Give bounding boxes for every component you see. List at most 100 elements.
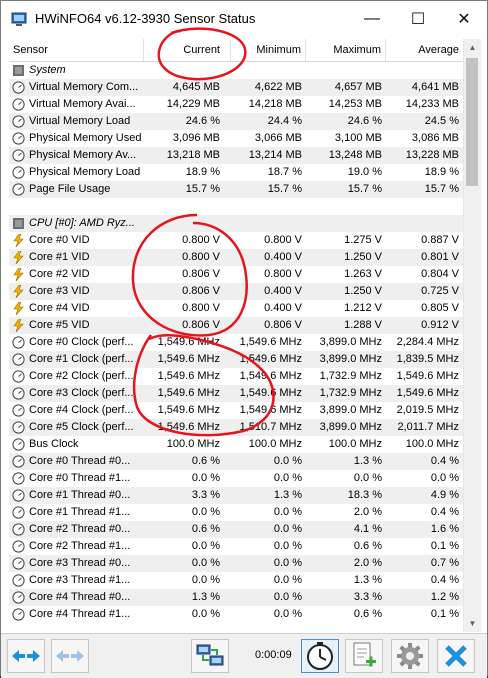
average-value: 0.4 % <box>430 455 459 467</box>
sensor-row[interactable]: Core #4 Thread #0... 1.3 % 0.0 % 3.3 % 1.2 % <box>9 589 463 606</box>
sensor-row[interactable]: Virtual Memory Load 24.6 % 24.4 % 24.6 % 24.… <box>9 113 463 130</box>
current-value: 3,096 MB <box>172 132 220 144</box>
average-value: 0.7 % <box>430 557 459 569</box>
minimum-value: 0.800 V <box>264 268 302 280</box>
sensor-row[interactable]: Core #2 Thread #0... 0.6 % 0.0 % 4.1 % 1.6 % <box>9 521 463 538</box>
close-sensors-button[interactable] <box>437 639 475 673</box>
sensor-row[interactable]: Core #1 VID 0.800 V 0.400 V 1.250 V 0.801 V <box>9 249 463 266</box>
sensor-row[interactable]: Core #1 Thread #0... 3.3 % 1.3 % 18.3 % 4.9 … <box>9 487 463 504</box>
sensor-row[interactable]: Core #0 Thread #1... 0.0 % 0.0 % 0.0 % 0.0 % <box>9 470 463 487</box>
navigate-arrows-inactive-button[interactable] <box>51 639 89 673</box>
sensor-label: Core #4 Clock (perf... <box>29 404 134 416</box>
maximum-value: 14,253 MB <box>328 98 382 110</box>
minimum-value: 1.3 % <box>273 489 302 501</box>
sensor-row[interactable]: Physical Memory Av... 13,218 MB 13,214 MB 1… <box>9 147 463 164</box>
minimum-value: 0.0 % <box>273 608 302 620</box>
sensor-row[interactable]: Core #4 Thread #1... 0.0 % 0.0 % 0.6 % 0.1 % <box>9 606 463 623</box>
sensor-row[interactable]: Physical Memory Used 3,096 MB 3,066 MB 3,10… <box>9 130 463 147</box>
maximum-value: 3,899.0 MHz <box>319 336 382 348</box>
sensor-label: Core #3 Thread #0... <box>29 557 131 569</box>
timer-button[interactable] <box>301 639 339 673</box>
sensor-group-row[interactable]: System <box>9 62 463 79</box>
elapsed-time: 0:00:09 <box>255 649 292 661</box>
maximize-button[interactable]: ☐ <box>410 11 426 28</box>
minimum-value: 0.400 V <box>264 302 302 314</box>
sensor-label: Core #3 Clock (perf... <box>29 387 134 399</box>
sensor-row[interactable]: Physical Memory Load 18.9 % 18.7 % 19.0 % 18… <box>9 164 463 181</box>
average-value: 4.9 % <box>430 489 459 501</box>
average-value: 0.801 V <box>421 251 459 263</box>
sensor-row[interactable]: Core #0 Thread #0... 0.6 % 0.0 % 1.3 % 0.4 % <box>9 453 463 470</box>
maximum-value: 1.250 V <box>344 251 382 263</box>
maximum-value: 1.3 % <box>353 455 382 467</box>
maximum-value: 0.6 % <box>353 608 382 620</box>
minimum-value: 0.0 % <box>273 574 302 586</box>
sensor-row[interactable]: Core #2 Thread #1... 0.0 % 0.0 % 0.6 % 0.1 % <box>9 538 463 555</box>
report-button[interactable] <box>345 639 383 673</box>
minimize-button[interactable]: — <box>364 10 380 27</box>
column-header-current[interactable]: Current <box>144 39 231 61</box>
voltage-icon <box>13 285 24 298</box>
clock-icon <box>307 642 333 670</box>
sensor-row[interactable]: Page File Usage 15.7 % 15.7 % 15.7 % 15.7 % <box>9 181 463 198</box>
group-label: CPU [#0]: AMD Ryz... <box>29 217 135 229</box>
network-button[interactable] <box>191 639 229 673</box>
minimum-value: 0.0 % <box>273 540 302 552</box>
column-header-maximum[interactable]: Maximum <box>306 39 386 61</box>
navigate-arrows-button[interactable] <box>7 639 45 673</box>
title-bar[interactable]: HWiNFO64 v6.12-3930 Sensor Status — ☐ ✕ <box>1 1 487 37</box>
maximum-value: 18.3 % <box>347 489 382 501</box>
minimum-value: 1,549.6 MHz <box>239 353 302 365</box>
current-value: 1,549.6 MHz <box>157 387 220 399</box>
current-value: 1.3 % <box>191 591 220 603</box>
settings-button[interactable] <box>391 639 429 673</box>
close-button[interactable]: ✕ <box>457 11 471 28</box>
scroll-up-arrow-icon[interactable]: ▲ <box>468 43 477 52</box>
current-value: 0.0 % <box>191 472 220 484</box>
minimum-value: 1,549.6 MHz <box>239 370 302 382</box>
minimum-value: 0.806 V <box>264 319 302 331</box>
bottom-toolbar: 0:00:09 <box>1 633 487 678</box>
sensor-row[interactable]: Core #3 VID 0.806 V 0.400 V 1.250 V 0.725 V <box>9 283 463 300</box>
sensor-label: Core #5 Clock (perf... <box>29 421 134 433</box>
sensor-label: Core #0 Thread #0... <box>29 455 131 467</box>
sensor-row[interactable]: Virtual Memory Com... 4,645 MB 4,622 MB 4,6… <box>9 79 463 96</box>
column-header-minimum[interactable]: Minimum <box>231 39 306 61</box>
average-value: 0.725 V <box>421 285 459 297</box>
minimum-value: 3,066 MB <box>254 132 302 144</box>
current-value: 14,229 MB <box>166 98 220 110</box>
sensor-row[interactable]: Bus Clock 100.0 MHz 100.0 MHz 100.0 MHz 100.… <box>9 436 463 453</box>
cpu-icon <box>13 218 24 229</box>
sensor-row[interactable]: Core #1 Clock (perf... 1,549.6 MHz 1,549.6… <box>9 351 463 368</box>
current-value: 3.3 % <box>191 489 220 501</box>
sensor-row[interactable]: Core #3 Clock (perf... 1,549.6 MHz 1,549.6… <box>9 385 463 402</box>
maximum-value: 15.7 % <box>347 183 382 195</box>
maximum-value: 13,248 MB <box>328 149 382 161</box>
scrollbar-thumb[interactable] <box>466 58 478 186</box>
sensor-label: Core #2 Thread #0... <box>29 523 131 535</box>
sensor-label: Core #2 Thread #1... <box>29 540 131 552</box>
current-value: 1,549.6 MHz <box>157 370 220 382</box>
sensor-row[interactable]: Core #0 VID 0.800 V 0.800 V 1.275 V 0.887 V <box>9 232 463 249</box>
sensor-row[interactable]: Core #5 VID 0.806 V 0.806 V 1.288 V 0.912 V <box>9 317 463 334</box>
column-header-sensor[interactable]: Sensor <box>9 39 144 61</box>
sensor-label: Core #1 Clock (perf... <box>29 353 134 365</box>
sensor-row[interactable]: Virtual Memory Avai... 14,229 MB 14,218 MB… <box>9 96 463 113</box>
average-value: 0.805 V <box>421 302 459 314</box>
scroll-down-arrow-icon[interactable]: ▼ <box>468 619 477 628</box>
double-arrow-disabled-icon <box>56 650 84 662</box>
sensor-row[interactable]: Core #3 Thread #0... 0.0 % 0.0 % 2.0 % 0.7 % <box>9 555 463 572</box>
sensor-row[interactable]: Core #1 Thread #1... 0.0 % 0.0 % 2.0 % 0.4 % <box>9 504 463 521</box>
sensor-row[interactable]: Core #5 Clock (perf... 1,549.6 MHz 1,510.7… <box>9 419 463 436</box>
sensor-row[interactable]: Core #3 Thread #1... 0.0 % 0.0 % 1.3 % 0.4 % <box>9 572 463 589</box>
sensor-group-row[interactable]: CPU [#0]: AMD Ryz... <box>9 215 463 232</box>
sensor-row[interactable]: Core #4 Clock (perf... 1,549.6 MHz 1,549.6… <box>9 402 463 419</box>
sensor-row[interactable]: Core #2 Clock (perf... 1,549.6 MHz 1,549.6… <box>9 368 463 385</box>
vertical-scrollbar[interactable]: ▲ ▼ <box>463 39 481 632</box>
sensor-row[interactable]: Core #4 VID 0.800 V 0.400 V 1.212 V 0.805 V <box>9 300 463 317</box>
maximum-value: 1.250 V <box>344 285 382 297</box>
sensor-list[interactable]: System Virtual Memory Com... 4,645 MB 4,622… <box>9 62 463 632</box>
sensor-row[interactable]: Core #0 Clock (perf... 1,549.6 MHz 1,549.6… <box>9 334 463 351</box>
column-header-average[interactable]: Average <box>418 44 459 56</box>
sensor-row[interactable]: Core #2 VID 0.806 V 0.800 V 1.263 V 0.804 V <box>9 266 463 283</box>
